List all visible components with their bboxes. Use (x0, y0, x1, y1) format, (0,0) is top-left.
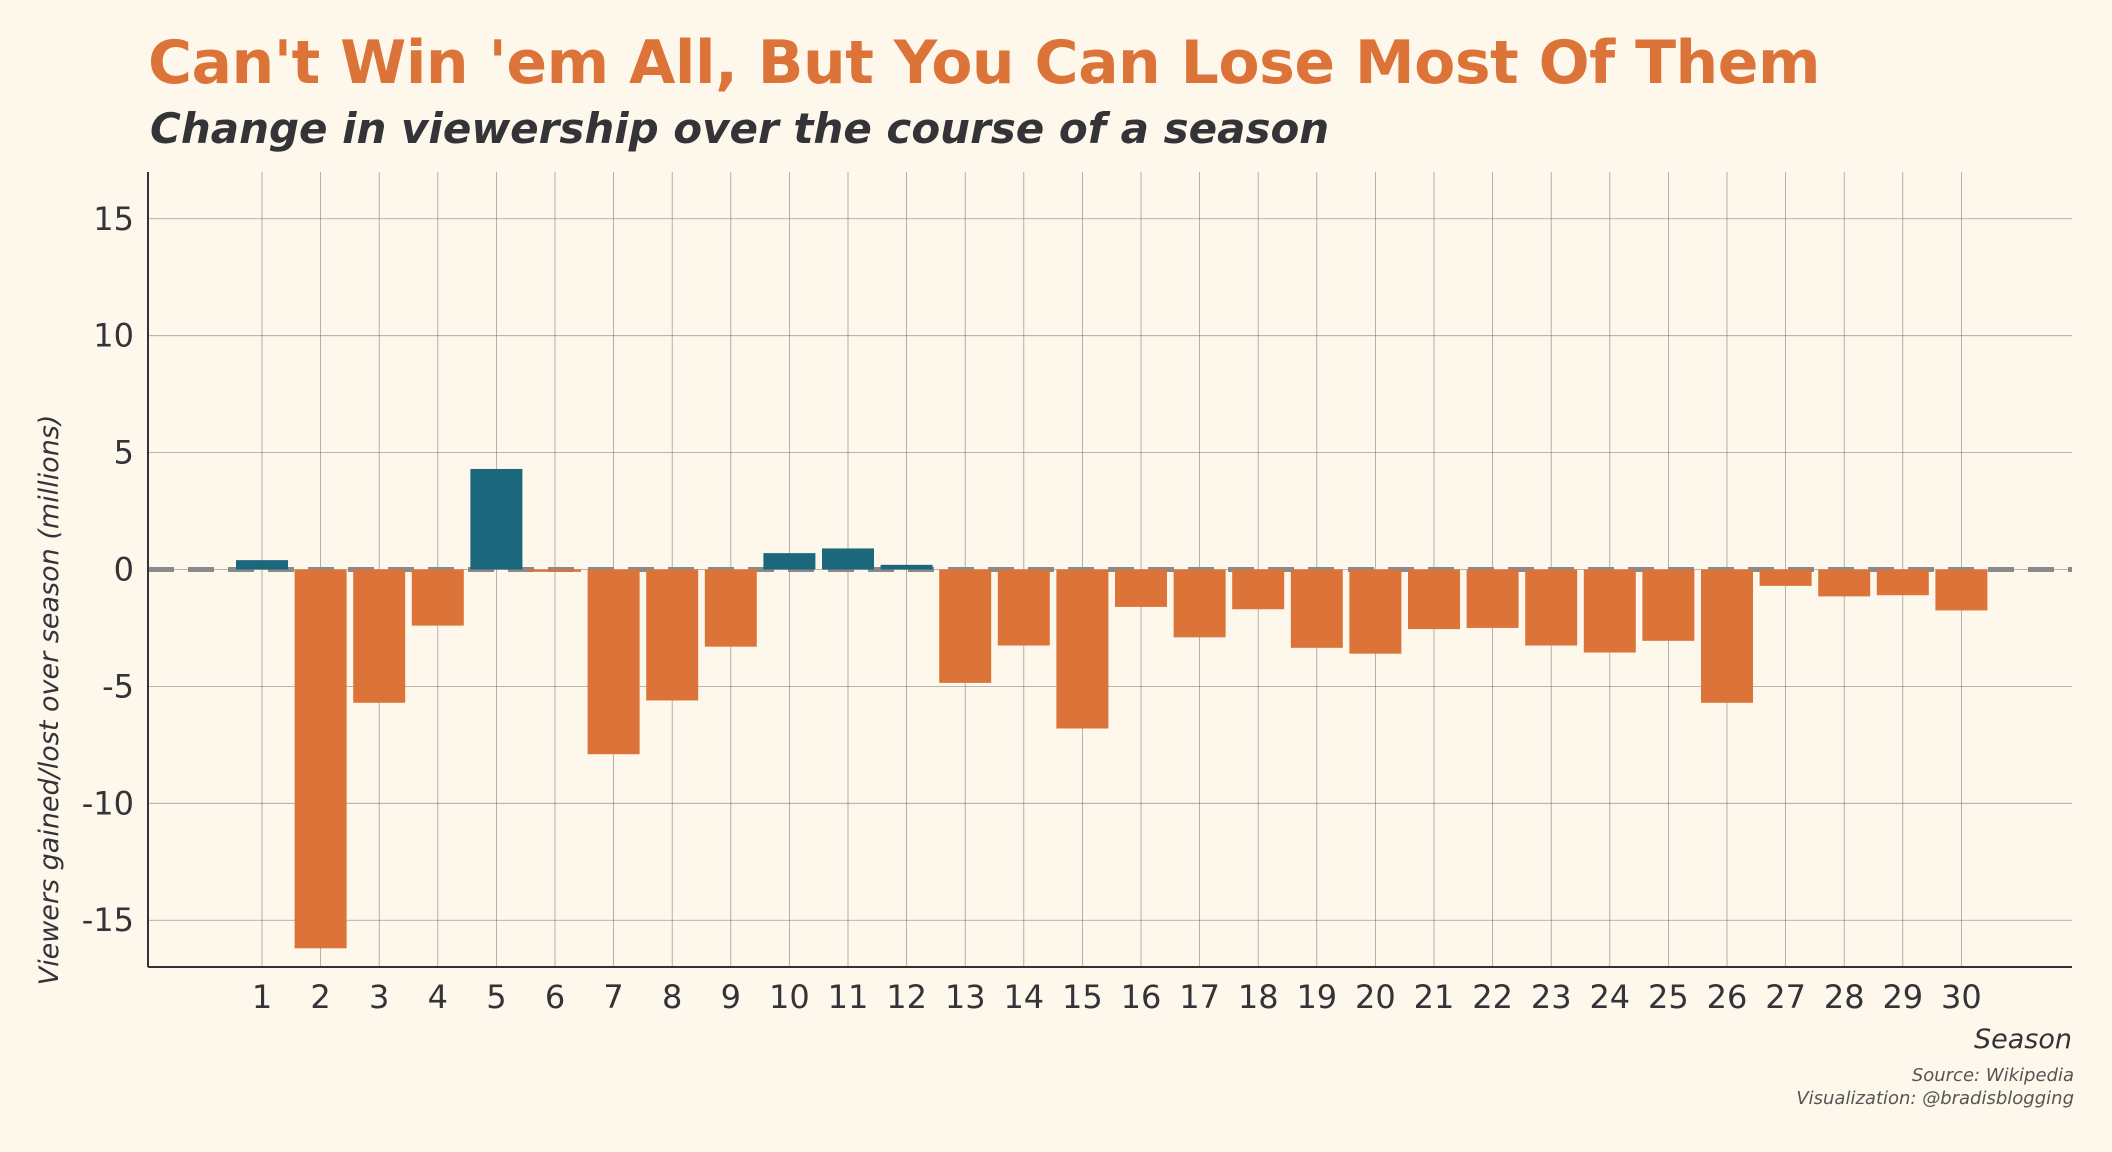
y-tick-label: -15 (82, 901, 134, 939)
bar-season-14 (997, 569, 1050, 646)
x-tick-label: 24 (1589, 978, 1630, 1016)
x-tick-label: 10 (769, 978, 810, 1016)
x-tick-label: 12 (886, 978, 927, 1016)
x-tick-label: 19 (1296, 978, 1337, 1016)
x-tick-label: 11 (828, 978, 869, 1016)
bar-season-8 (646, 569, 699, 701)
bar-season-23 (1525, 569, 1578, 646)
x-tick-label: 4 (428, 978, 448, 1016)
x-tick-label: 28 (1824, 978, 1865, 1016)
bar-season-15 (1056, 569, 1109, 729)
bar-season-26 (1701, 569, 1753, 703)
x-tick-label: 26 (1707, 978, 1748, 1016)
bar-season-18 (1232, 569, 1285, 610)
bar-season-28 (1818, 569, 1871, 597)
bar-season-22 (1466, 569, 1519, 628)
bar-season-24 (1583, 569, 1636, 653)
source-text: Source: Wikipedia (1911, 1065, 2074, 1086)
y-tick-label: 0 (114, 551, 134, 589)
y-tick-label: -10 (82, 784, 134, 822)
bar-season-10 (763, 553, 816, 570)
x-tick-label: 21 (1414, 978, 1455, 1016)
y-tick-label: 15 (93, 200, 134, 238)
bar-season-3 (353, 569, 406, 703)
bar-season-7 (587, 569, 640, 755)
source-note: Source: Wikipedia Visualization: @bradis… (1796, 1064, 2074, 1110)
bar-season-29 (1876, 569, 1929, 596)
bar-season-20 (1349, 569, 1402, 654)
bar-season-1 (236, 560, 288, 570)
bar-season-25 (1642, 569, 1695, 641)
bar-season-13 (939, 569, 992, 683)
x-tick-label: 18 (1238, 978, 1279, 1016)
chart-subtitle: Change in viewership over the course of … (150, 104, 1330, 153)
bar-season-5 (470, 468, 523, 570)
x-tick-label: 15 (1062, 978, 1103, 1016)
bar-season-21 (1408, 569, 1460, 630)
x-tick-label: 6 (545, 978, 565, 1016)
bar-season-17 (1173, 569, 1226, 638)
x-tick-label: 30 (1941, 978, 1982, 1016)
x-tick-label: 27 (1765, 978, 1806, 1016)
chart-title: Can't Win 'em All, But You Can Lose Most… (148, 28, 1820, 98)
x-tick-label: 20 (1355, 978, 1396, 1016)
x-tick-label: 25 (1648, 978, 1689, 1016)
bar-season-6 (529, 569, 581, 572)
bar-season-2 (294, 569, 347, 949)
bar-season-11 (822, 548, 874, 570)
x-tick-label: 23 (1531, 978, 1572, 1016)
bar-season-9 (704, 569, 757, 647)
credit-text: Visualization: @bradisblogging (1796, 1088, 2074, 1109)
bar-season-19 (1290, 569, 1343, 648)
x-tick-label: 5 (486, 978, 506, 1016)
bar-season-12 (880, 564, 933, 570)
y-axis-label: Viewers gained/lost over season (million… (34, 415, 65, 986)
bar-season-30 (1935, 569, 1988, 611)
x-tick-labels: 1 2 3 4 5 6 7 8 9 10 11 12 13 14 15 16 17 18 19 20 21 22 23 24 2… (252, 978, 1982, 1016)
y-tick-label: -5 (102, 667, 134, 705)
x-tick-label: 9 (721, 978, 741, 1016)
x-tick-label: 16 (1121, 978, 1162, 1016)
bar-season-4 (411, 569, 464, 626)
x-tick-label: 8 (662, 978, 682, 1016)
y-tick-label: 5 (114, 434, 134, 472)
x-tick-label: 13 (945, 978, 986, 1016)
x-tick-label: 29 (1882, 978, 1923, 1016)
axes (147, 172, 2072, 968)
x-tick-label: 14 (1003, 978, 1044, 1016)
x-tick-label: 3 (369, 978, 389, 1016)
x-axis-label: Season (1974, 1024, 2072, 1055)
bar-season-16 (1115, 569, 1167, 607)
x-tick-label: 22 (1472, 978, 1513, 1016)
bar-season-27 (1759, 569, 1812, 586)
x-tick-label: 1 (252, 978, 272, 1016)
x-tick-label: 7 (603, 978, 623, 1016)
bars (236, 468, 1988, 949)
x-tick-label: 17 (1179, 978, 1220, 1016)
y-tick-label: 10 (93, 317, 134, 355)
y-tick-labels: 15 10 5 0 -5 -10 -15 (82, 200, 134, 939)
x-tick-label: 2 (310, 978, 330, 1016)
